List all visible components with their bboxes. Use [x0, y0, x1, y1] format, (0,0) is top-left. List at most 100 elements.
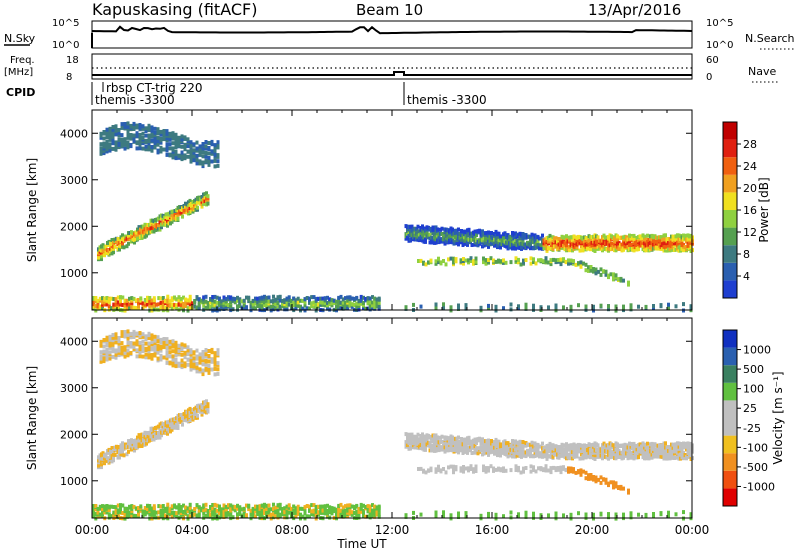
heatmap-cell: [466, 242, 469, 247]
heatmap-cell: [213, 153, 217, 158]
heatmap-cell: [142, 224, 145, 229]
colorbar-swatch: [723, 174, 737, 193]
heatmap-cell: [152, 307, 156, 312]
heatmap-cell: [170, 219, 174, 224]
heatmap-cell: [521, 444, 525, 449]
heatmap-cell: [159, 337, 163, 342]
heatmap-cell: [141, 131, 145, 136]
heatmap-cell: [150, 125, 154, 130]
heatmap-cell: [190, 204, 193, 209]
heatmap-cell: [168, 507, 172, 512]
heatmap-cell: [117, 128, 121, 132]
heatmap-cell: [584, 262, 588, 267]
heatmap-cell: [173, 510, 176, 515]
heatmap-cell: [180, 352, 184, 357]
heatmap-cell: [166, 504, 170, 509]
heatmap-cell: [445, 233, 448, 238]
heatmap-cell: [186, 144, 190, 149]
heatmap-cell: [105, 335, 109, 340]
heatmap-cell: [499, 234, 502, 239]
heatmap-cell: [207, 349, 211, 353]
heatmap-cell: [479, 513, 483, 518]
heatmap-cell: [156, 338, 160, 343]
heatmap-cell: [530, 232, 534, 237]
heatmap-cell: [197, 300, 201, 305]
heatmap-cell: [323, 508, 327, 513]
heatmap-cell: [592, 267, 595, 271]
heatmap-cell: [551, 246, 555, 251]
heatmap-cell: [99, 350, 103, 355]
heatmap-cell: [198, 360, 202, 365]
heatmap-cell: [192, 156, 196, 161]
heatmap-cell: [159, 140, 163, 145]
heatmap-cell: [152, 504, 156, 509]
heatmap-cell: [186, 357, 190, 362]
heatmap-cell: [111, 141, 115, 146]
heatmap-cell: [138, 132, 142, 137]
heatmap-cell: [242, 510, 246, 515]
heatmap-cell: [112, 250, 115, 255]
heatmap-cell: [534, 261, 538, 266]
heatmap-cell: [102, 356, 106, 361]
heatmap-cell: [575, 453, 579, 458]
heatmap-cell: [597, 477, 600, 482]
heatmap-cell: [317, 510, 320, 515]
cpid-entry-themis-2: themis -3300: [407, 93, 487, 107]
heatmap-cell: [111, 345, 115, 350]
colorbar-swatch: [723, 122, 737, 140]
heatmap-cell: [171, 146, 175, 151]
heatmap-cell: [682, 242, 685, 247]
freq-trace: [92, 71, 692, 76]
heatmap-cell: [132, 125, 136, 130]
heatmap-cell: [460, 437, 463, 441]
heatmap-cell: [209, 304, 212, 309]
heatmap-cell: [141, 126, 145, 131]
heatmap-cell: [202, 303, 206, 308]
heatmap-cell: [272, 515, 275, 520]
heatmap-cell: [161, 511, 165, 515]
heatmap-cell: [170, 298, 174, 303]
heatmap-cell: [123, 514, 127, 519]
heatmap-cell: [201, 146, 205, 151]
heatmap-cell: [276, 304, 280, 309]
heatmap-cell: [117, 339, 121, 344]
heatmap-cell: [499, 442, 502, 447]
heatmap-cell: [607, 481, 610, 486]
heatmap-cell: [310, 509, 314, 514]
heatmap-cell: [317, 304, 320, 309]
heatmap-cell: [102, 359, 106, 364]
heatmap-cell: [195, 369, 199, 374]
heatmap-cell: [162, 147, 166, 152]
heatmap-cell: [539, 466, 543, 471]
heatmap-cell: [341, 513, 345, 518]
heatmap-cell: [146, 510, 149, 515]
heatmap-cell: [204, 150, 208, 155]
heatmap-cell: [195, 153, 199, 158]
heatmap-cell: [180, 358, 184, 363]
heatmap-cell: [147, 331, 151, 336]
heatmap-cell: [114, 332, 118, 337]
heatmap-cell: [502, 258, 505, 263]
heatmap-cell: [129, 351, 133, 355]
heatmap-cell: [294, 510, 298, 515]
heatmap-cell: [238, 303, 242, 308]
heatmap-cell: [377, 504, 381, 509]
heatmap-cell: [198, 146, 202, 151]
heatmap-cell: [108, 135, 112, 140]
heatmap-cell: [114, 302, 118, 307]
heatmap-cell: [249, 508, 253, 513]
heatmap-cell: [492, 466, 495, 471]
heatmap-cell: [481, 229, 484, 234]
heatmap-cell: [176, 420, 180, 425]
heatmap-cell: [123, 332, 127, 337]
heatmap-cell: [103, 504, 107, 509]
heatmap-cell: [434, 305, 438, 310]
heatmap-cell: [554, 303, 558, 308]
heatmap-cell: [116, 508, 120, 513]
heatmap-cell: [139, 296, 143, 301]
heatmap-cell: [321, 504, 325, 509]
heatmap-cell: [637, 446, 640, 451]
heatmap-cell: [124, 442, 127, 447]
heatmap-cell: [189, 142, 193, 147]
heatmap-cell: [186, 345, 190, 350]
